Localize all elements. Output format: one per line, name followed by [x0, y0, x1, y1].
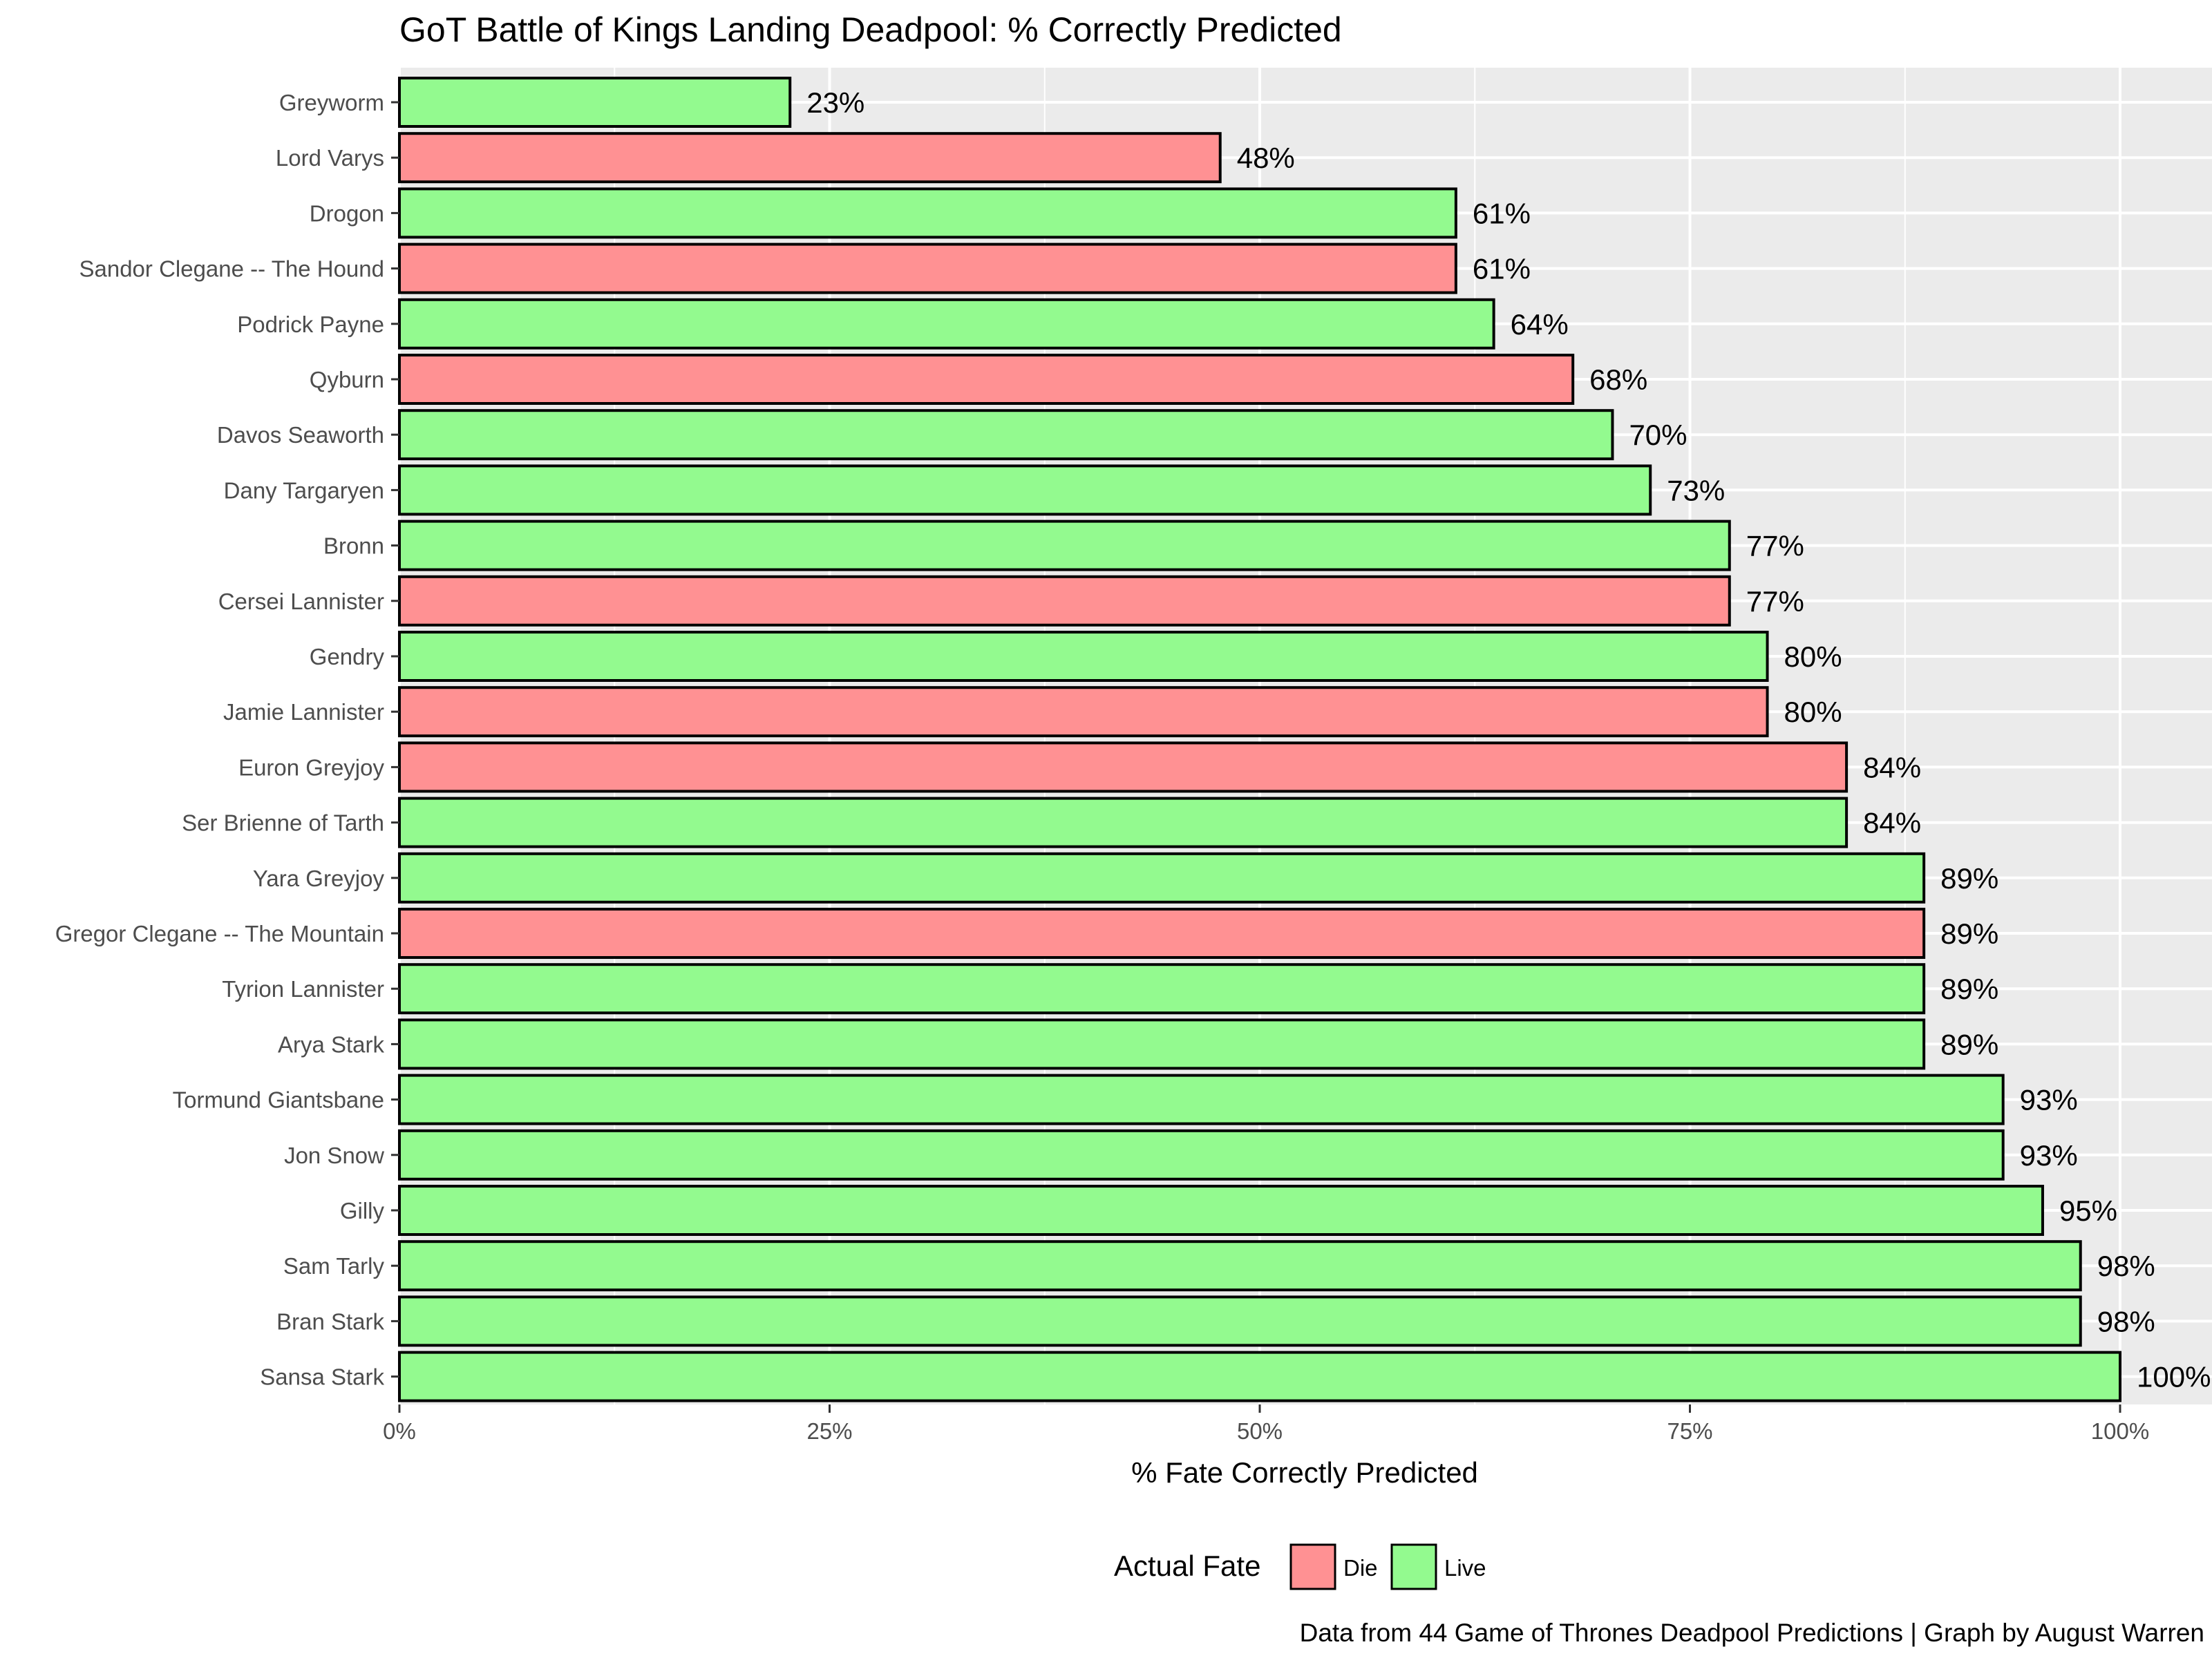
legend-title: Actual Fate [1114, 1550, 1260, 1582]
bar [398, 1018, 1926, 1070]
bar [398, 686, 1769, 738]
data-label: 77% [1746, 530, 1804, 562]
y-tick-label: Bran Stark [276, 1308, 384, 1334]
bar [398, 575, 1731, 627]
bar [398, 1185, 2044, 1236]
data-label: 84% [1863, 807, 1921, 839]
bar [398, 631, 1769, 682]
bar [398, 908, 1926, 959]
data-label: 80% [1784, 696, 1842, 728]
legend-label-die: Die [1343, 1555, 1378, 1581]
bar [398, 77, 792, 128]
x-tick-label: 50% [1237, 1418, 1283, 1444]
data-label: 77% [1746, 585, 1804, 618]
data-label: 61% [1473, 197, 1531, 229]
y-tick-label: Sandor Clegane -- The Hound [79, 256, 384, 282]
bar [398, 520, 1731, 571]
y-tick-label: Bronn [323, 533, 384, 559]
bar [398, 1295, 2082, 1347]
bar [398, 1240, 2082, 1292]
bar [398, 354, 1575, 405]
bar [398, 132, 1222, 184]
data-label: 73% [1667, 474, 1725, 506]
data-label: 61% [1473, 253, 1531, 285]
y-tick-label: Greyworm [279, 90, 384, 115]
y-tick-label: Davos Seaworth [217, 422, 384, 448]
bar [398, 741, 1849, 793]
bar [398, 963, 1926, 1015]
data-label: 89% [1940, 862, 1998, 895]
y-tick-label: Ser Brienne of Tarth [182, 810, 384, 836]
legend: Actual Fate Die Live [1114, 1543, 1486, 1590]
x-axis-ticks: 0% 25% 50% 75% 100% [383, 1404, 2149, 1444]
y-tick-label: Tyrion Lannister [222, 976, 384, 1002]
y-tick-label: Qyburn [310, 367, 384, 392]
y-tick-label: Gendry [310, 644, 385, 669]
data-label: 48% [1237, 142, 1295, 174]
chart-title: GoT Battle of Kings Landing Deadpool: % … [399, 10, 1342, 49]
data-label: 89% [1940, 1028, 1998, 1060]
y-tick-label: Podrick Payne [237, 312, 384, 337]
data-label: 84% [1863, 751, 1921, 783]
bar [398, 464, 1652, 516]
y-tick-label: Cersei Lannister [218, 589, 384, 614]
data-label: 70% [1629, 419, 1687, 451]
y-tick-label: Sansa Stark [260, 1364, 384, 1390]
data-label: 98% [2097, 1305, 2155, 1337]
x-axis-title: % Fate Correctly Predicted [1131, 1456, 1478, 1489]
data-label: 100% [2137, 1361, 2211, 1393]
x-tick-label: 25% [806, 1418, 852, 1444]
data-label: 89% [1940, 917, 1998, 950]
data-label: 98% [2097, 1250, 2155, 1282]
x-tick-label: 100% [2091, 1418, 2149, 1444]
y-tick-label: Arya Stark [278, 1031, 385, 1057]
y-tick-label: Drogon [310, 200, 384, 226]
data-labels: 23% 48% 61% 61% 64% 68% 70% 73% 77% 77% 80% 80% 84% 8… [806, 86, 2211, 1393]
y-tick-label: Jamie Lannister [223, 699, 384, 725]
bars [398, 77, 2121, 1402]
bar [398, 298, 1495, 350]
y-tick-label: Sam Tarly [283, 1253, 385, 1279]
y-tick-label: Gilly [340, 1198, 385, 1223]
y-axis-ticks: Greyworm Lord Varys Drogon Sandor Clegane -… [55, 90, 399, 1390]
y-tick-label: Jon Snow [284, 1143, 384, 1168]
bar [398, 409, 1614, 461]
bar [398, 187, 1457, 239]
bar [398, 1074, 2005, 1125]
data-label: 89% [1940, 973, 1998, 1005]
y-tick-label: Dany Targaryen [224, 477, 384, 503]
legend-swatch-die [1289, 1543, 1336, 1590]
x-tick-label: 75% [1667, 1418, 1712, 1444]
legend-swatch-live [1390, 1543, 1437, 1590]
bar [398, 852, 1926, 904]
data-label: 68% [1589, 363, 1647, 396]
y-tick-label: Yara Greyjoy [253, 866, 385, 891]
y-tick-label: Gregor Clegane -- The Mountain [55, 921, 384, 946]
y-tick-label: Tormund Giantsbane [173, 1087, 384, 1113]
y-tick-label: Lord Varys [276, 145, 384, 171]
bar [398, 1129, 2005, 1181]
y-tick-label: Euron Greyjoy [238, 754, 384, 780]
data-label: 93% [2020, 1084, 2078, 1116]
legend-label-live: Live [1444, 1555, 1486, 1581]
bar [398, 1351, 2121, 1402]
x-tick-label: 0% [383, 1418, 416, 1444]
bar [398, 242, 1457, 294]
bar [398, 797, 1849, 848]
data-label: 64% [1511, 308, 1569, 341]
data-label: 23% [806, 86, 864, 119]
chart-caption: Data from 44 Game of Thrones Deadpool Pr… [1300, 1619, 2204, 1647]
data-label: 80% [1784, 640, 1842, 673]
data-label: 93% [2020, 1139, 2078, 1172]
data-label: 95% [2059, 1194, 2117, 1227]
